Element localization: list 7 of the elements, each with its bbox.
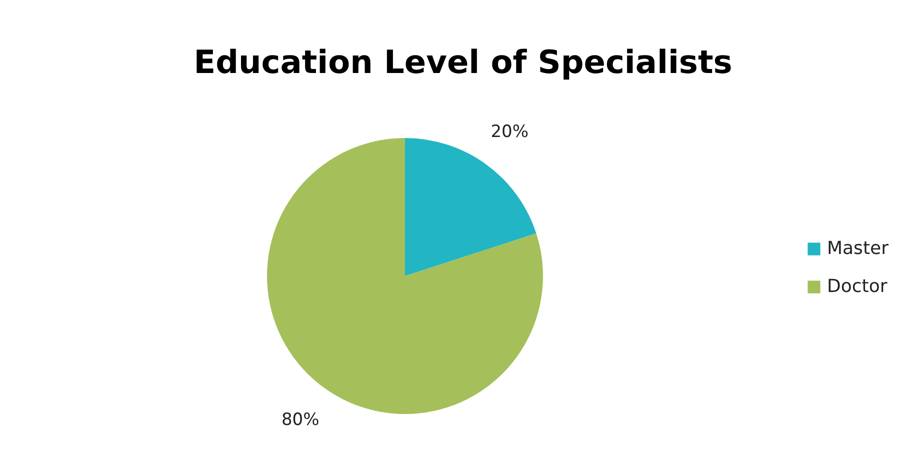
data-label: 20% xyxy=(490,122,529,142)
legend-label: Doctor xyxy=(827,276,888,297)
legend-label: Master xyxy=(827,238,890,259)
pie-slice xyxy=(405,138,536,276)
data-label: 80% xyxy=(281,410,320,430)
chart-title: Education Level of Specialists xyxy=(194,43,732,81)
pie-slice xyxy=(267,138,543,414)
